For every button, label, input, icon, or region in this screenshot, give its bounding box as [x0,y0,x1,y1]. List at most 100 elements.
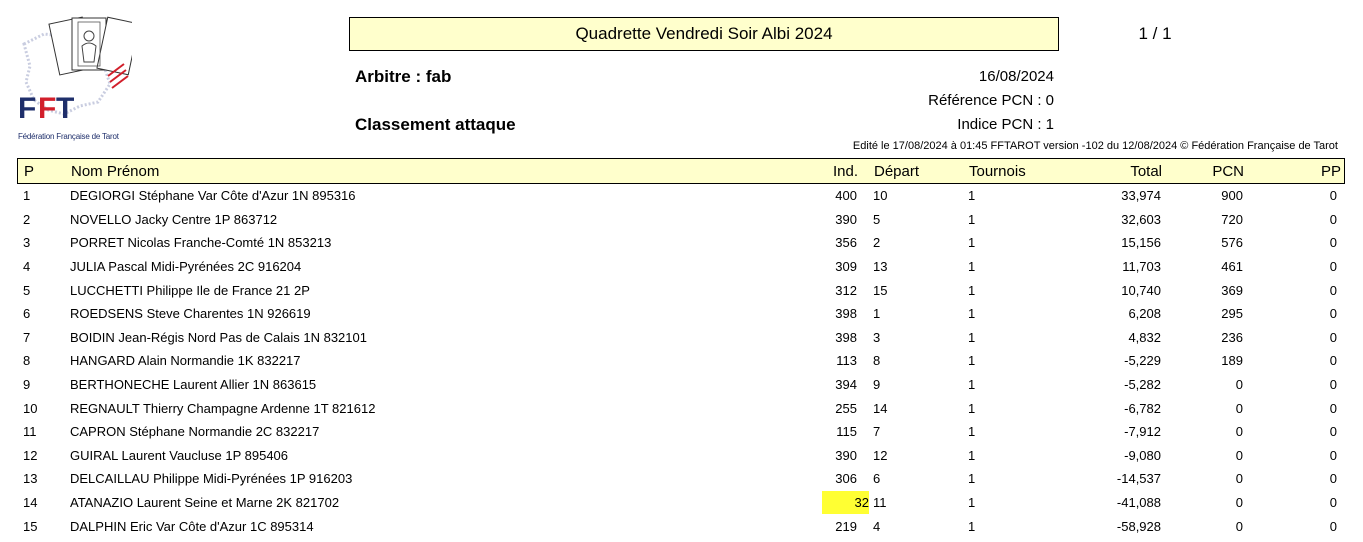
tournois-value: 1 [968,329,976,345]
page-number: 1 / 1 [1138,24,1172,43]
ind-value: 309 [835,259,857,275]
rank: 11 [23,424,37,440]
table-row: 10 REGNAULT Thierry Champagne Ardenne 1T … [17,396,1345,420]
pcn-value: 0 [1235,424,1243,440]
player-name: PORRET Nicolas Franche-Comté 1N 853213 [70,235,332,251]
col-header-name: Nom Prénom [71,162,160,180]
rank: 2 [23,211,31,227]
ind-value: 219 [835,518,857,534]
depart-value: 5 [873,211,881,227]
rank: 7 [23,329,31,345]
tournois-value: 1 [968,518,976,534]
rank: 9 [23,377,31,393]
depart-value: 7 [873,424,881,440]
depart-value: 3 [873,329,881,345]
player-name: NOVELLO Jacky Centre 1P 863712 [70,211,278,227]
pp-value: 0 [1329,353,1337,369]
total-value: 6,208 [1128,306,1161,322]
pp-value: 0 [1329,518,1337,534]
pcn-value: 236 [1221,329,1243,345]
ind-value: 398 [835,329,857,345]
rank: 15 [23,518,38,534]
ind-value: 312 [835,282,857,298]
player-name: CAPRON Stéphane Normandie 2C 832217 [70,424,320,440]
depart-value: 2 [873,235,881,251]
player-name: GUIRAL Laurent Vaucluse 1P 895406 [70,447,289,463]
pcn-value: 0 [1235,518,1243,534]
tournois-value: 1 [968,471,976,487]
pcn-value: 0 [1235,471,1243,487]
pp-value: 0 [1329,447,1337,463]
pp-value: 0 [1329,259,1337,275]
logo-caption: Fédération Française de Tarot [18,132,119,141]
pp-value: 0 [1329,282,1337,298]
total-value: -41,088 [1116,495,1161,511]
col-header-pp: PP [1320,162,1341,180]
pp-value: 0 [1329,306,1337,322]
table-row: 13 DELCAILLAU Philippe Midi-Pyrénées 1P 9… [17,467,1345,491]
rank: 3 [23,235,31,251]
edition-line: Edité le 17/08/2024 à 01:45 FFTAROT vers… [852,140,1338,152]
rank: 14 [23,495,38,511]
reference-pcn: Référence PCN : 0 [928,92,1054,109]
depart-value: 11 [873,495,887,511]
table-row: 9 BERTHONECHE Laurent Allier 1N 863615 394… [17,373,1345,397]
table-row: 6 ROEDSENS Steve Charentes 1N 926619 398 1 1… [17,302,1345,326]
svg-text:F: F [18,92,36,125]
pcn-value: 461 [1221,259,1243,275]
depart-value: 4 [873,518,881,534]
ind-value: 356 [835,235,857,251]
rank: 13 [23,471,38,487]
ind-value: 390 [835,211,857,227]
table-row: 3 PORRET Nicolas Franche-Comté 1N 853213 3… [17,231,1345,255]
ind-value: 398 [835,306,857,322]
col-header-depart: Départ [874,162,920,180]
table-row: 7 BOIDIN Jean-Régis Nord Pas de Calais 1N… [17,326,1345,350]
col-header-total: Total [1130,162,1162,180]
tournois-value: 1 [968,282,976,298]
pp-value: 0 [1329,329,1337,345]
col-header-ind: Ind. [832,162,858,180]
table-row: 11 CAPRON Stéphane Normandie 2C 832217 115… [17,420,1345,444]
player-name: BERTHONECHE Laurent Allier 1N 863615 [70,377,317,393]
table-row: 8 HANGARD Alain Normandie 1K 832217 113 8 1 -… [17,349,1345,373]
player-name: LUCCHETTI Philippe Ile de France 21 2P [70,282,310,298]
rank: 4 [23,259,31,275]
ind-value: 306 [835,471,857,487]
ind-value: 390 [835,447,857,463]
arbitre-label: Arbitre : fab [355,67,452,86]
pcn-value: 0 [1235,447,1243,463]
player-name: ROEDSENS Steve Charentes 1N 926619 [70,306,311,322]
tournois-value: 1 [968,188,976,204]
total-value: -58,928 [1116,518,1161,534]
depart-value: 14 [873,400,888,416]
player-name: DELCAILLAU Philippe Midi-Pyrénées 1P 916… [70,471,353,487]
depart-value: 9 [873,377,881,393]
pcn-value: 0 [1235,495,1243,511]
table-row: 1 DEGIORGI Stéphane Var Côte d'Azur 1N 89… [17,184,1345,208]
pcn-value: 720 [1221,211,1243,227]
pcn-value: 189 [1221,353,1243,369]
tournois-value: 1 [968,447,976,463]
total-value: 11,703 [1122,259,1161,275]
pp-value: 0 [1329,495,1337,511]
depart-value: 12 [873,447,888,463]
total-value: -5,229 [1124,353,1161,369]
table-row: 12 GUIRAL Laurent Vaucluse 1P 895406 390 12… [17,444,1345,468]
tournois-value: 1 [968,259,976,275]
tournois-value: 1 [968,400,976,416]
total-value: -7,912 [1124,424,1161,440]
total-value: -9,080 [1124,447,1161,463]
rank: 8 [23,353,31,369]
total-value: 15,156 [1121,235,1161,251]
depart-value: 8 [873,353,881,369]
pcn-value: 0 [1235,400,1243,416]
pp-value: 0 [1329,211,1337,227]
table-row: 5 LUCCHETTI Philippe Ile de France 21 2P 3… [17,278,1345,302]
pp-value: 0 [1329,424,1337,440]
table-row: 4 JULIA Pascal Midi-Pyrénées 2C 916204 309… [17,255,1345,279]
col-header-tournois: Tournois [969,162,1026,180]
ind-value: 394 [835,377,857,393]
tournois-value: 1 [968,211,976,227]
depart-value: 15 [873,282,888,298]
